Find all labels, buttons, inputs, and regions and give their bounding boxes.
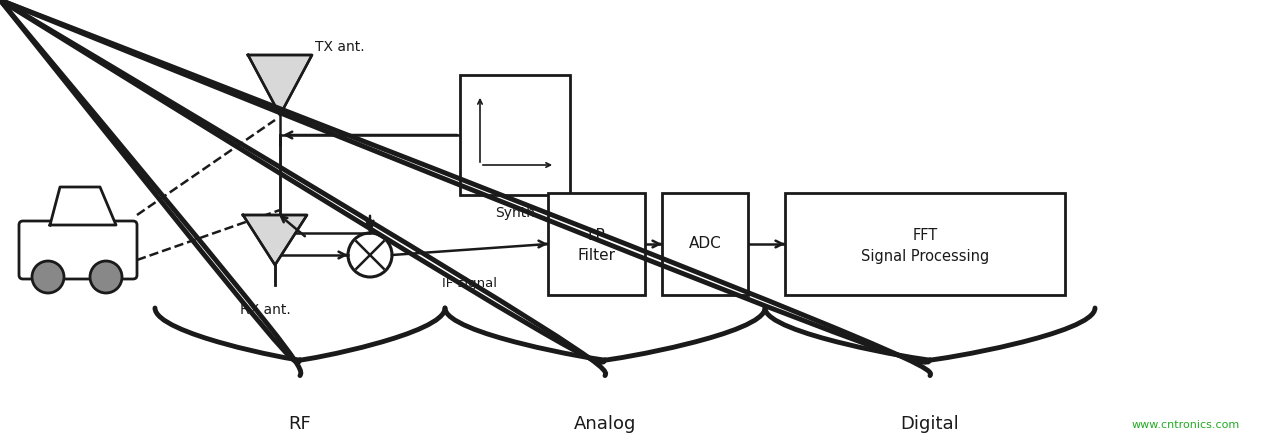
- Text: Synth: Synth: [495, 206, 535, 220]
- Circle shape: [90, 261, 122, 293]
- Text: Digital: Digital: [900, 415, 960, 433]
- Polygon shape: [49, 187, 115, 225]
- Text: www.cntronics.com: www.cntronics.com: [1132, 420, 1240, 430]
- FancyBboxPatch shape: [19, 221, 137, 279]
- Text: Filter: Filter: [577, 248, 615, 264]
- Bar: [548, 193, 645, 295]
- Text: ADC: ADC: [689, 237, 721, 251]
- Text: RX ant.: RX ant.: [240, 303, 290, 317]
- Text: TX ant.: TX ant.: [314, 40, 365, 54]
- Text: Analog: Analog: [574, 415, 637, 433]
- Bar: [785, 193, 1065, 295]
- Text: LP: LP: [587, 229, 605, 244]
- Circle shape: [32, 261, 63, 293]
- Text: RF: RF: [289, 415, 312, 433]
- Polygon shape: [249, 55, 312, 115]
- Text: FFT: FFT: [913, 229, 937, 244]
- Text: IF signal: IF signal: [443, 277, 497, 290]
- Bar: [460, 75, 571, 195]
- Bar: [662, 193, 748, 295]
- Polygon shape: [243, 215, 307, 265]
- Text: Signal Processing: Signal Processing: [861, 248, 989, 264]
